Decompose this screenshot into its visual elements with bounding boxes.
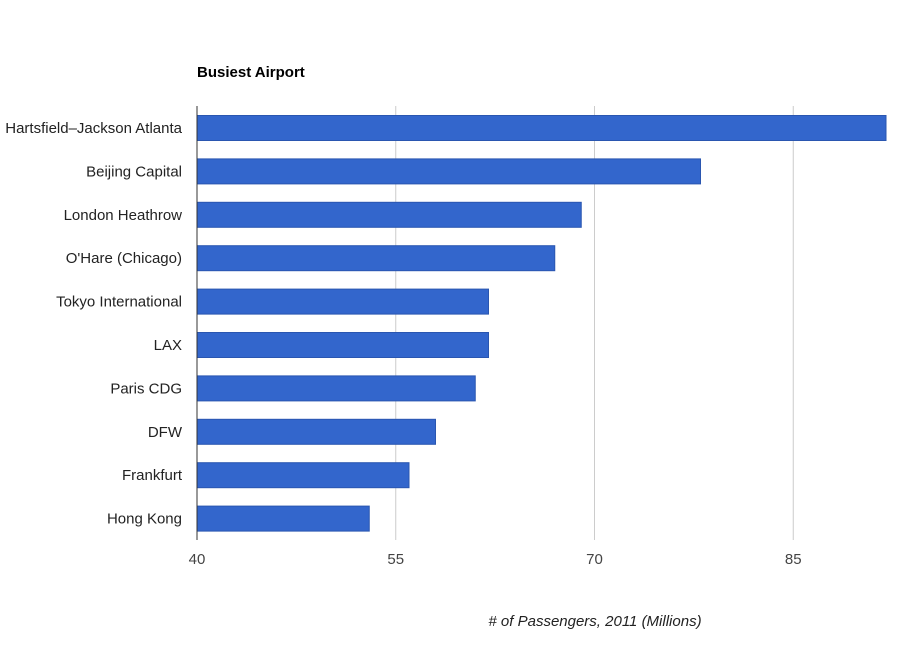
bar[interactable] <box>196 245 556 272</box>
category-label: Frankfurt <box>122 467 183 484</box>
bar[interactable] <box>196 418 436 445</box>
bar[interactable] <box>196 462 410 489</box>
x-tick-label: 70 <box>586 551 603 568</box>
chart-title: Busiest Airport <box>197 64 305 81</box>
x-axis-title: # of Passengers, 2011 (Millions) <box>488 613 701 630</box>
category-label: Hartsfield–Jackson Atlanta <box>5 120 182 137</box>
bar[interactable] <box>196 332 489 358</box>
category-label: Beijing Capital <box>86 163 182 180</box>
category-label: O'Hare (Chicago) <box>66 250 182 267</box>
category-label: Paris CDG <box>110 380 182 397</box>
bars <box>196 115 887 532</box>
x-tick-label: 55 <box>387 551 404 568</box>
x-tick-label: 40 <box>189 551 206 568</box>
x-tick-labels: 40 55 70 85 <box>189 551 802 568</box>
category-label: LAX <box>154 337 182 354</box>
bar[interactable] <box>196 158 701 185</box>
category-label: Hong Kong <box>107 511 182 528</box>
bar[interactable] <box>196 288 489 315</box>
x-tick-label: 85 <box>785 551 802 568</box>
category-labels: Hartsfield–Jackson Atlanta Beijing Capita… <box>5 120 183 528</box>
bar[interactable] <box>196 115 887 141</box>
bar[interactable] <box>196 375 476 402</box>
bar[interactable] <box>196 505 370 532</box>
bar[interactable] <box>196 201 582 228</box>
category-label: DFW <box>148 424 183 441</box>
category-label: Tokyo International <box>56 294 182 311</box>
category-label: London Heathrow <box>64 207 183 224</box>
